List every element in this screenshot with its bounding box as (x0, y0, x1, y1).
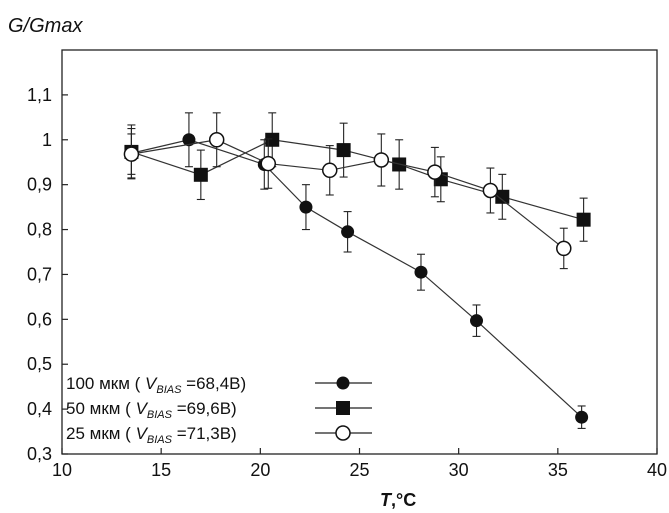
data-point (123, 146, 140, 162)
legend-sub: BIAS (147, 434, 173, 446)
legend-prefix: 100 мкм ( (66, 374, 145, 393)
data-point (193, 167, 208, 182)
data-point (208, 132, 225, 148)
data-point (322, 162, 338, 179)
x-axis-label-unit: ,°C (391, 490, 416, 510)
series-line (131, 139, 583, 418)
data-point (576, 212, 591, 227)
data-point (182, 133, 196, 147)
data-point (414, 265, 428, 279)
legend-suffix: =71,3В) (172, 424, 237, 443)
legend-v: V (136, 424, 149, 443)
y-axis-ticks: 0,3 0,4 0,5 0,6 0,7 0,8 0,9 1 1,1 (27, 85, 68, 464)
y-tick-label: 1,1 (27, 85, 52, 105)
legend-marker (335, 425, 351, 441)
x-tick-label: 40 (647, 460, 667, 480)
y-tick-label: 1 (42, 130, 52, 150)
y-tick-label: 0,7 (27, 264, 52, 284)
x-axis-label: T,°C (380, 490, 416, 510)
legend: 100 мкм ( VBIAS =68,4В)50 мкм ( VBIAS =6… (66, 374, 372, 446)
data-point (470, 314, 484, 328)
legend-marker (336, 376, 350, 390)
data-point (260, 155, 277, 172)
x-tick-label: 15 (151, 460, 171, 480)
data-point (575, 410, 589, 424)
data-point (427, 164, 443, 180)
x-axis-label-var: T (380, 490, 393, 510)
series-line (131, 139, 565, 249)
x-tick-label: 10 (52, 460, 72, 480)
legend-suffix: =68,4В) (181, 374, 246, 393)
y-tick-label: 0,9 (27, 175, 52, 195)
data-point (336, 143, 351, 158)
series-layer (123, 112, 591, 429)
legend-sub: BIAS (147, 409, 173, 421)
data-point (482, 182, 499, 199)
legend-prefix: 25 мкм ( (66, 424, 136, 443)
data-point (299, 200, 313, 214)
data-point (495, 189, 510, 204)
legend-v: V (145, 374, 158, 393)
legend-label-1: 100 мкм ( VBIAS =68,4В) (66, 374, 246, 396)
legend-label-2: 50 мкм ( VBIAS =69,6В) (66, 399, 237, 421)
x-tick-label: 35 (548, 460, 568, 480)
legend-label-3: 25 мкм ( VBIAS =71,3В) (66, 424, 237, 446)
x-tick-label: 30 (449, 460, 469, 480)
x-axis-ticks: 10 15 20 25 30 35 40 (52, 448, 667, 480)
data-point (265, 132, 280, 147)
data-point (373, 152, 390, 168)
y-tick-label: 0,6 (27, 309, 52, 329)
y-tick-label: 0,4 (27, 399, 52, 419)
y-tick-label: 0,8 (27, 220, 52, 240)
legend-v: V (136, 399, 149, 418)
x-tick-label: 25 (349, 460, 369, 480)
y-tick-label: 0,5 (27, 354, 52, 374)
series-2 (124, 112, 591, 242)
y-axis-label: G/Gmax (8, 15, 83, 37)
x-tick-label: 20 (250, 460, 270, 480)
data-point (341, 225, 355, 239)
series-3 (123, 112, 572, 270)
y-tick-label: 0,3 (27, 444, 52, 464)
legend-marker (336, 401, 350, 415)
data-point (556, 240, 572, 257)
legend-sub: BIAS (156, 384, 182, 396)
legend-prefix: 50 мкм ( (66, 399, 136, 418)
legend-suffix: =69,6В) (172, 399, 237, 418)
